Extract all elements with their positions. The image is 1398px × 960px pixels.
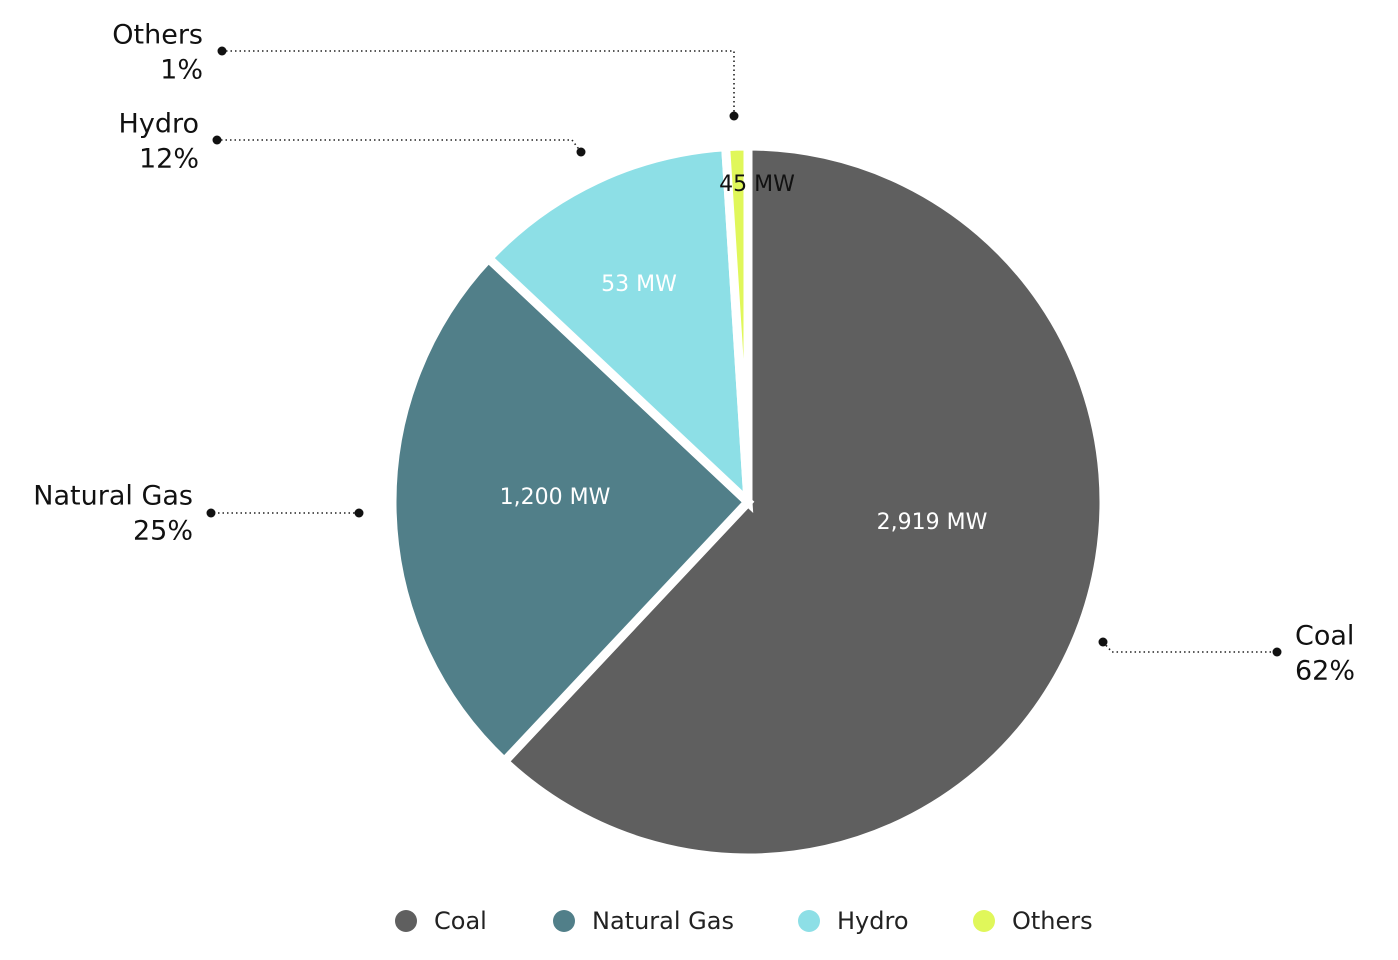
leader-dot (729, 111, 739, 121)
pie-slice (482, 141, 754, 514)
leader-line (222, 50, 735, 116)
legend-label: Natural Gas (592, 907, 734, 935)
callout-value: 25% (133, 516, 193, 547)
leader-dot (206, 508, 216, 518)
legend-marker (798, 910, 820, 932)
legend-marker (553, 910, 575, 932)
pie-slice (497, 141, 1109, 863)
callout-name: Hydro (119, 109, 199, 140)
leader-dot (576, 147, 586, 157)
leader-line (217, 139, 582, 153)
leader-dot (354, 508, 364, 518)
legend-marker (395, 910, 417, 932)
slice-label: 45 MW (719, 172, 795, 197)
legend-label: Coal (434, 907, 487, 935)
leader-dot (1272, 647, 1282, 657)
legend-label: Others (1012, 907, 1093, 935)
slice-label: 53 MW (601, 272, 677, 297)
callout-name: Natural Gas (33, 481, 193, 512)
callout-value: 1% (160, 55, 203, 86)
slice-label: 1,200 MW (500, 485, 611, 510)
callout-name: Coal (1295, 621, 1354, 652)
pie-slice (387, 251, 755, 768)
leader-dot (1098, 637, 1108, 647)
leader-dot (217, 46, 227, 56)
pie-slice (720, 141, 753, 503)
callout-value: 12% (139, 144, 199, 175)
slice-label: 2,919 MW (877, 510, 988, 535)
legend-marker (973, 910, 995, 932)
legend-label: Hydro (837, 907, 909, 935)
callout-name: Others (112, 20, 203, 51)
leader-line (1102, 641, 1277, 653)
callout-value: 62% (1295, 656, 1355, 687)
leader-dot (212, 135, 222, 145)
